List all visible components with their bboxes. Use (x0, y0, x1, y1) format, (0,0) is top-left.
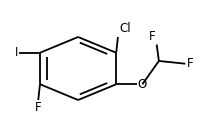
Text: F: F (35, 101, 42, 114)
Text: F: F (149, 30, 156, 43)
Text: F: F (186, 57, 193, 70)
Text: O: O (138, 78, 147, 91)
Text: I: I (15, 46, 18, 59)
Text: Cl: Cl (119, 22, 131, 35)
